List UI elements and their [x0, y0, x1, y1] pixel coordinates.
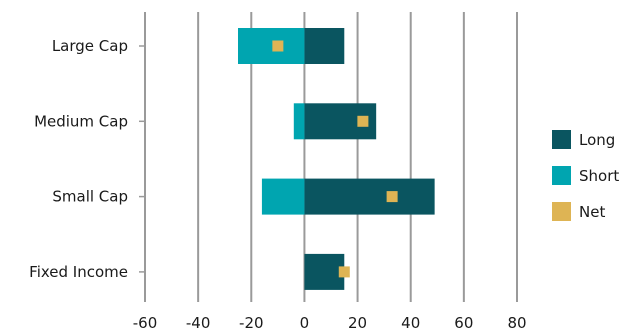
bar-long-fixed-income [304, 253, 345, 290]
x-tick-label: 0 [300, 314, 310, 332]
net-markers [272, 40, 398, 278]
bars [238, 28, 435, 290]
bar-short-medium-cap [293, 103, 305, 140]
legend-label-long: Long [579, 131, 615, 149]
x-tick-label: -40 [186, 314, 211, 332]
x-tick-label: -60 [133, 314, 158, 332]
marker-net-medium-cap [357, 115, 369, 127]
x-axis-ticks: -60 -40 -20 0 20 40 60 80 [133, 314, 527, 332]
category-label-fixed-income: Fixed Income [29, 263, 128, 281]
bar-short-large-cap [238, 28, 305, 64]
marker-net-large-cap [272, 40, 284, 52]
legend-swatch-net [552, 202, 571, 221]
x-tick-label: 20 [348, 314, 367, 332]
marker-net-small-cap [386, 191, 398, 203]
category-labels: Large Cap Medium Cap Small Cap Fixed Income [29, 37, 128, 281]
marker-net-fixed-income [338, 266, 350, 278]
legend-label-short: Short [579, 167, 619, 185]
legend: Long Short Net [552, 130, 619, 221]
x-tick-label: -20 [239, 314, 264, 332]
legend-swatch-short [552, 166, 571, 185]
y-axis [139, 12, 146, 302]
x-tick-label: 80 [507, 314, 526, 332]
legend-swatch-long [552, 130, 571, 149]
x-tick-label: 40 [401, 314, 420, 332]
category-label-medium-cap: Medium Cap [34, 112, 128, 130]
category-label-large-cap: Large Cap [52, 37, 128, 55]
bar-long-small-cap [304, 178, 435, 215]
bar-long-large-cap [304, 28, 345, 64]
x-tick-label: 60 [454, 314, 473, 332]
legend-label-net: Net [579, 203, 605, 221]
category-label-small-cap: Small Cap [52, 188, 128, 206]
bar-short-small-cap [261, 178, 305, 215]
